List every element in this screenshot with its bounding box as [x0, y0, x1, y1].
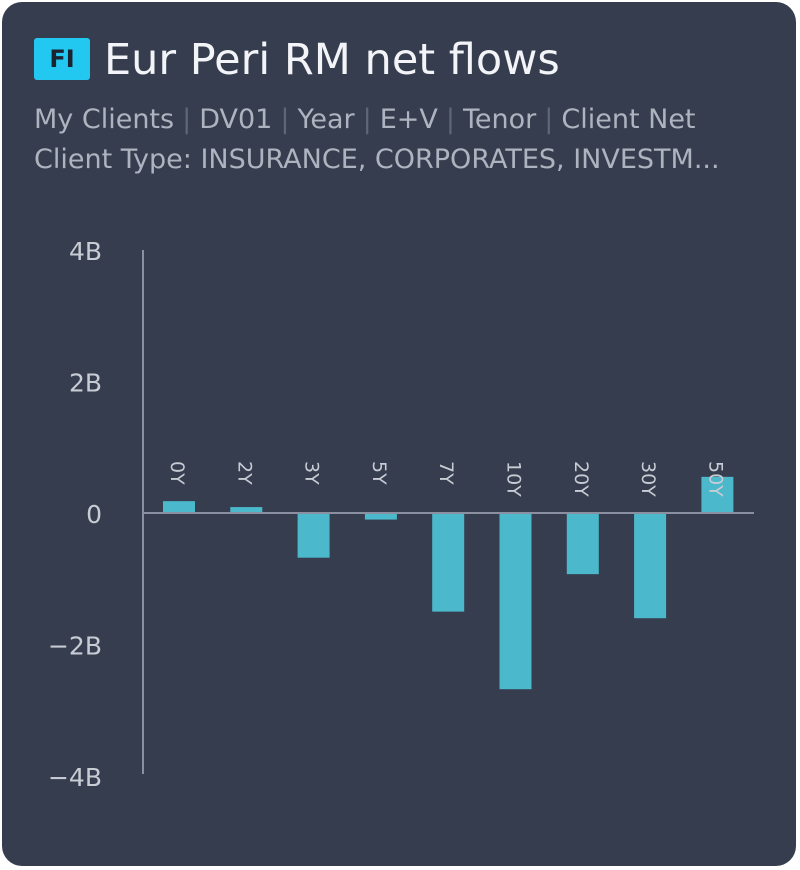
- filter-period: Year: [297, 104, 355, 135]
- bar-50y[interactable]: [701, 476, 734, 513]
- client-type-filter[interactable]: Client Type: INSURANCE, CORPORATES, INVE…: [34, 144, 720, 175]
- y-tick-label: 0: [86, 500, 102, 529]
- bar-20y[interactable]: [566, 513, 599, 575]
- x-category-label: 0Y: [166, 461, 188, 485]
- x-category-label: 2Y: [233, 461, 255, 485]
- filter-clients: My Clients: [34, 104, 175, 135]
- chart-title[interactable]: Eur Peri RM net flows: [104, 35, 560, 85]
- filter-separator: |: [182, 104, 192, 135]
- bar-5y[interactable]: [364, 513, 397, 520]
- fi-badge: FI: [34, 38, 90, 80]
- x-category-label: 30Y: [637, 461, 659, 497]
- x-category-label: 5Y: [368, 461, 390, 485]
- bar-10y[interactable]: [499, 513, 532, 690]
- x-category-label: 20Y: [570, 461, 592, 497]
- y-tick-label: 4B: [69, 237, 102, 266]
- x-category-label: 50Y: [704, 461, 726, 497]
- x-category-label: 7Y: [435, 461, 457, 485]
- y-tick-label: 2B: [69, 369, 102, 398]
- x-category-label: 3Y: [301, 461, 323, 485]
- filter-summary[interactable]: My Clients | DV01 | Year | E+V | Tenor | Client Ne…: [34, 102, 696, 138]
- filter-separator: |: [544, 104, 554, 135]
- filter-netting: Client Net: [561, 104, 696, 135]
- filter-separator: |: [280, 104, 290, 135]
- bar-30y[interactable]: [634, 513, 667, 619]
- y-tick-label: −4B: [48, 763, 102, 792]
- filter-scope: E+V: [379, 104, 438, 135]
- filter-grouping: Tenor: [463, 104, 537, 135]
- x-category-label: 10Y: [503, 461, 525, 497]
- bar-2y[interactable]: [230, 507, 263, 513]
- bar-7y[interactable]: [432, 513, 465, 612]
- bar-3y[interactable]: [297, 513, 330, 558]
- y-tick-label: −2B: [48, 632, 102, 661]
- filter-measure: DV01: [199, 104, 273, 135]
- bar-0y[interactable]: [163, 501, 195, 513]
- filter-separator: |: [362, 104, 372, 135]
- filter-separator: |: [445, 104, 456, 135]
